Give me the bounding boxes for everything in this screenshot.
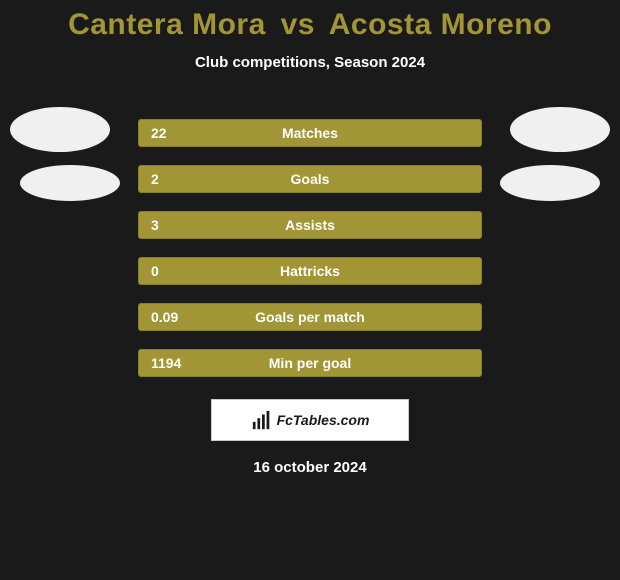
player1-avatar-bottom [20,165,120,201]
stat-label: Goals [291,171,330,187]
stat-label: Assists [285,217,335,233]
stat-label: Goals per match [255,309,365,325]
badge-text: FcTables.com [277,412,370,428]
player2-avatar-top [510,107,610,152]
source-badge: FcTables.com [211,399,409,441]
player2-name: Acosta Moreno [329,8,552,41]
stat-value: 3 [139,217,249,233]
subtitle-text: Club competitions, Season 2024 [195,54,425,71]
stat-row-assists: 3 Assists [138,211,482,239]
player2-avatar-bottom [500,165,600,201]
stat-value: 2 [139,171,249,187]
stat-row-matches: 22 Matches [138,119,482,147]
stat-value: 22 [139,125,249,141]
stat-value: 0.09 [139,309,249,325]
stat-value: 0 [139,263,249,279]
date-text: 16 october 2024 [253,459,366,476]
stat-label: Min per goal [269,355,351,371]
comparison-card: Cantera Mora vs Acosta Moreno Club compe… [0,0,620,580]
stat-value: 1194 [139,355,249,371]
page-title: Cantera Mora vs Acosta Moreno [68,8,552,42]
stats-area: 22 Matches 2 Goals 3 Assists 0 Hattricks… [0,119,620,377]
stat-row-goals-per-match: 0.09 Goals per match [138,303,482,331]
player1-name: Cantera Mora [68,8,266,41]
vs-text: vs [281,8,315,41]
stat-row-min-per-goal: 1194 Min per goal [138,349,482,377]
stat-row-hattricks: 0 Hattricks [138,257,482,285]
chart-icon [251,409,273,431]
stat-label: Matches [282,125,338,141]
stat-rows: 22 Matches 2 Goals 3 Assists 0 Hattricks… [0,119,620,377]
stat-row-goals: 2 Goals [138,165,482,193]
stat-label: Hattricks [280,263,340,279]
player1-avatar-top [10,107,110,152]
